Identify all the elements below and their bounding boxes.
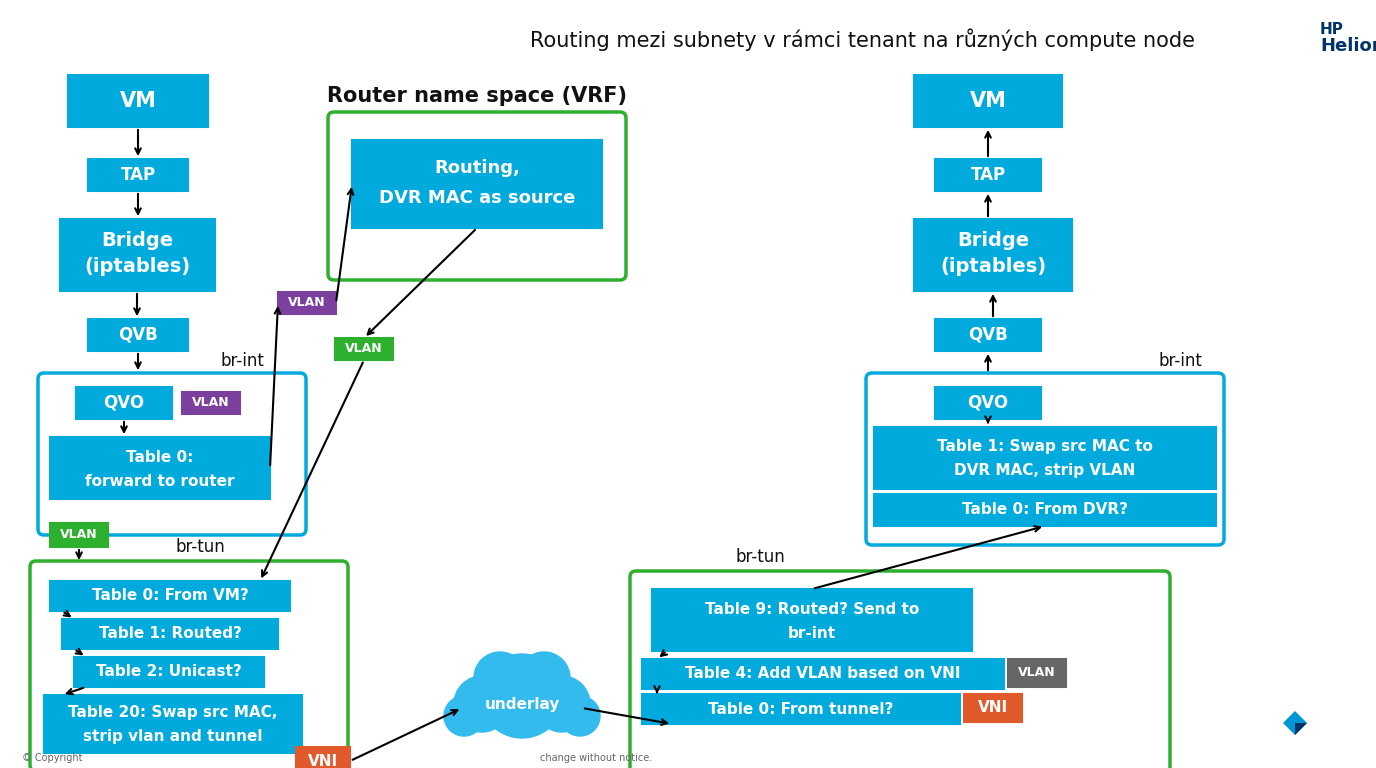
FancyBboxPatch shape: [50, 437, 270, 499]
Text: Table 0:: Table 0:: [127, 449, 194, 465]
Text: QVB: QVB: [969, 326, 1007, 344]
FancyBboxPatch shape: [50, 523, 107, 547]
Text: VLAN: VLAN: [193, 396, 230, 409]
FancyBboxPatch shape: [296, 747, 350, 768]
Text: forward to router: forward to router: [85, 474, 235, 488]
Text: (iptables): (iptables): [940, 257, 1046, 276]
Text: strip vlan and tunnel: strip vlan and tunnel: [84, 730, 263, 744]
Text: VLAN: VLAN: [288, 296, 326, 310]
Text: Table 9: Routed? Send to: Table 9: Routed? Send to: [705, 601, 919, 617]
Text: QVB: QVB: [118, 326, 158, 344]
Text: Router name space (VRF): Router name space (VRF): [327, 86, 627, 106]
Text: Table 20: Swap src MAC,: Table 20: Swap src MAC,: [69, 706, 278, 720]
Text: Table 1: Routed?: Table 1: Routed?: [99, 627, 241, 641]
FancyBboxPatch shape: [88, 319, 189, 351]
Text: DVR MAC, strip VLAN: DVR MAC, strip VLAN: [955, 464, 1135, 478]
FancyBboxPatch shape: [936, 319, 1042, 351]
FancyBboxPatch shape: [67, 75, 208, 127]
Text: VM: VM: [970, 91, 1006, 111]
FancyBboxPatch shape: [936, 387, 1042, 419]
FancyBboxPatch shape: [62, 619, 278, 649]
FancyBboxPatch shape: [278, 292, 336, 314]
FancyBboxPatch shape: [352, 140, 603, 228]
Polygon shape: [1282, 711, 1307, 735]
Circle shape: [454, 676, 510, 732]
FancyBboxPatch shape: [652, 589, 971, 651]
Text: Routing mezi subnety v rámci tenant na různých compute node: Routing mezi subnety v rámci tenant na r…: [530, 28, 1194, 51]
Text: Table 4: Add VLAN based on VNI: Table 4: Add VLAN based on VNI: [685, 667, 960, 681]
Text: VLAN: VLAN: [345, 343, 383, 356]
Circle shape: [473, 652, 526, 704]
Text: br-int: br-int: [788, 625, 837, 641]
FancyBboxPatch shape: [965, 694, 1022, 722]
FancyBboxPatch shape: [44, 695, 301, 753]
FancyBboxPatch shape: [914, 75, 1062, 127]
Text: Helion: Helion: [1320, 37, 1376, 55]
Text: br-int: br-int: [1159, 352, 1201, 370]
Text: br-tun: br-tun: [735, 548, 784, 566]
Text: VLAN: VLAN: [1018, 667, 1055, 680]
Text: Bridge: Bridge: [100, 231, 173, 250]
Text: change without notice.: change without notice.: [539, 753, 652, 763]
FancyBboxPatch shape: [874, 494, 1216, 526]
FancyBboxPatch shape: [76, 387, 172, 419]
Circle shape: [444, 696, 484, 736]
FancyBboxPatch shape: [1009, 659, 1066, 687]
Text: QVO: QVO: [967, 394, 1009, 412]
FancyBboxPatch shape: [74, 657, 264, 687]
Text: Table 1: Swap src MAC to: Table 1: Swap src MAC to: [937, 439, 1153, 455]
Text: Table 2: Unicast?: Table 2: Unicast?: [96, 664, 242, 680]
FancyBboxPatch shape: [914, 219, 1072, 291]
Text: VLAN: VLAN: [61, 528, 98, 541]
Text: (iptables): (iptables): [84, 257, 190, 276]
Circle shape: [534, 676, 590, 732]
FancyBboxPatch shape: [88, 159, 189, 191]
Text: QVO: QVO: [103, 394, 144, 412]
Circle shape: [517, 652, 570, 704]
Text: Table 0: From VM?: Table 0: From VM?: [92, 588, 249, 604]
Text: Table 0: From tunnel?: Table 0: From tunnel?: [709, 701, 893, 717]
Text: br-int: br-int: [220, 352, 264, 370]
Circle shape: [480, 654, 564, 738]
Text: VNI: VNI: [978, 700, 1009, 716]
Text: TAP: TAP: [121, 166, 155, 184]
Text: TAP: TAP: [970, 166, 1006, 184]
Text: Routing,: Routing,: [433, 159, 520, 177]
Text: Table 0: From DVR?: Table 0: From DVR?: [962, 502, 1128, 518]
Text: Bridge: Bridge: [956, 231, 1029, 250]
Text: DVR MAC as source: DVR MAC as source: [378, 189, 575, 207]
FancyBboxPatch shape: [334, 338, 394, 360]
FancyBboxPatch shape: [643, 694, 960, 724]
FancyBboxPatch shape: [936, 159, 1042, 191]
Text: VNI: VNI: [308, 753, 338, 768]
Text: underlay: underlay: [484, 697, 560, 711]
Circle shape: [560, 696, 600, 736]
Polygon shape: [1295, 723, 1307, 735]
FancyBboxPatch shape: [643, 659, 1004, 689]
Text: HP: HP: [1320, 22, 1344, 38]
FancyBboxPatch shape: [874, 427, 1216, 489]
FancyBboxPatch shape: [61, 219, 215, 291]
FancyBboxPatch shape: [182, 392, 239, 414]
Text: © Copyright: © Copyright: [22, 753, 83, 763]
Text: VM: VM: [120, 91, 157, 111]
Text: br-tun: br-tun: [175, 538, 224, 556]
FancyBboxPatch shape: [50, 581, 290, 611]
